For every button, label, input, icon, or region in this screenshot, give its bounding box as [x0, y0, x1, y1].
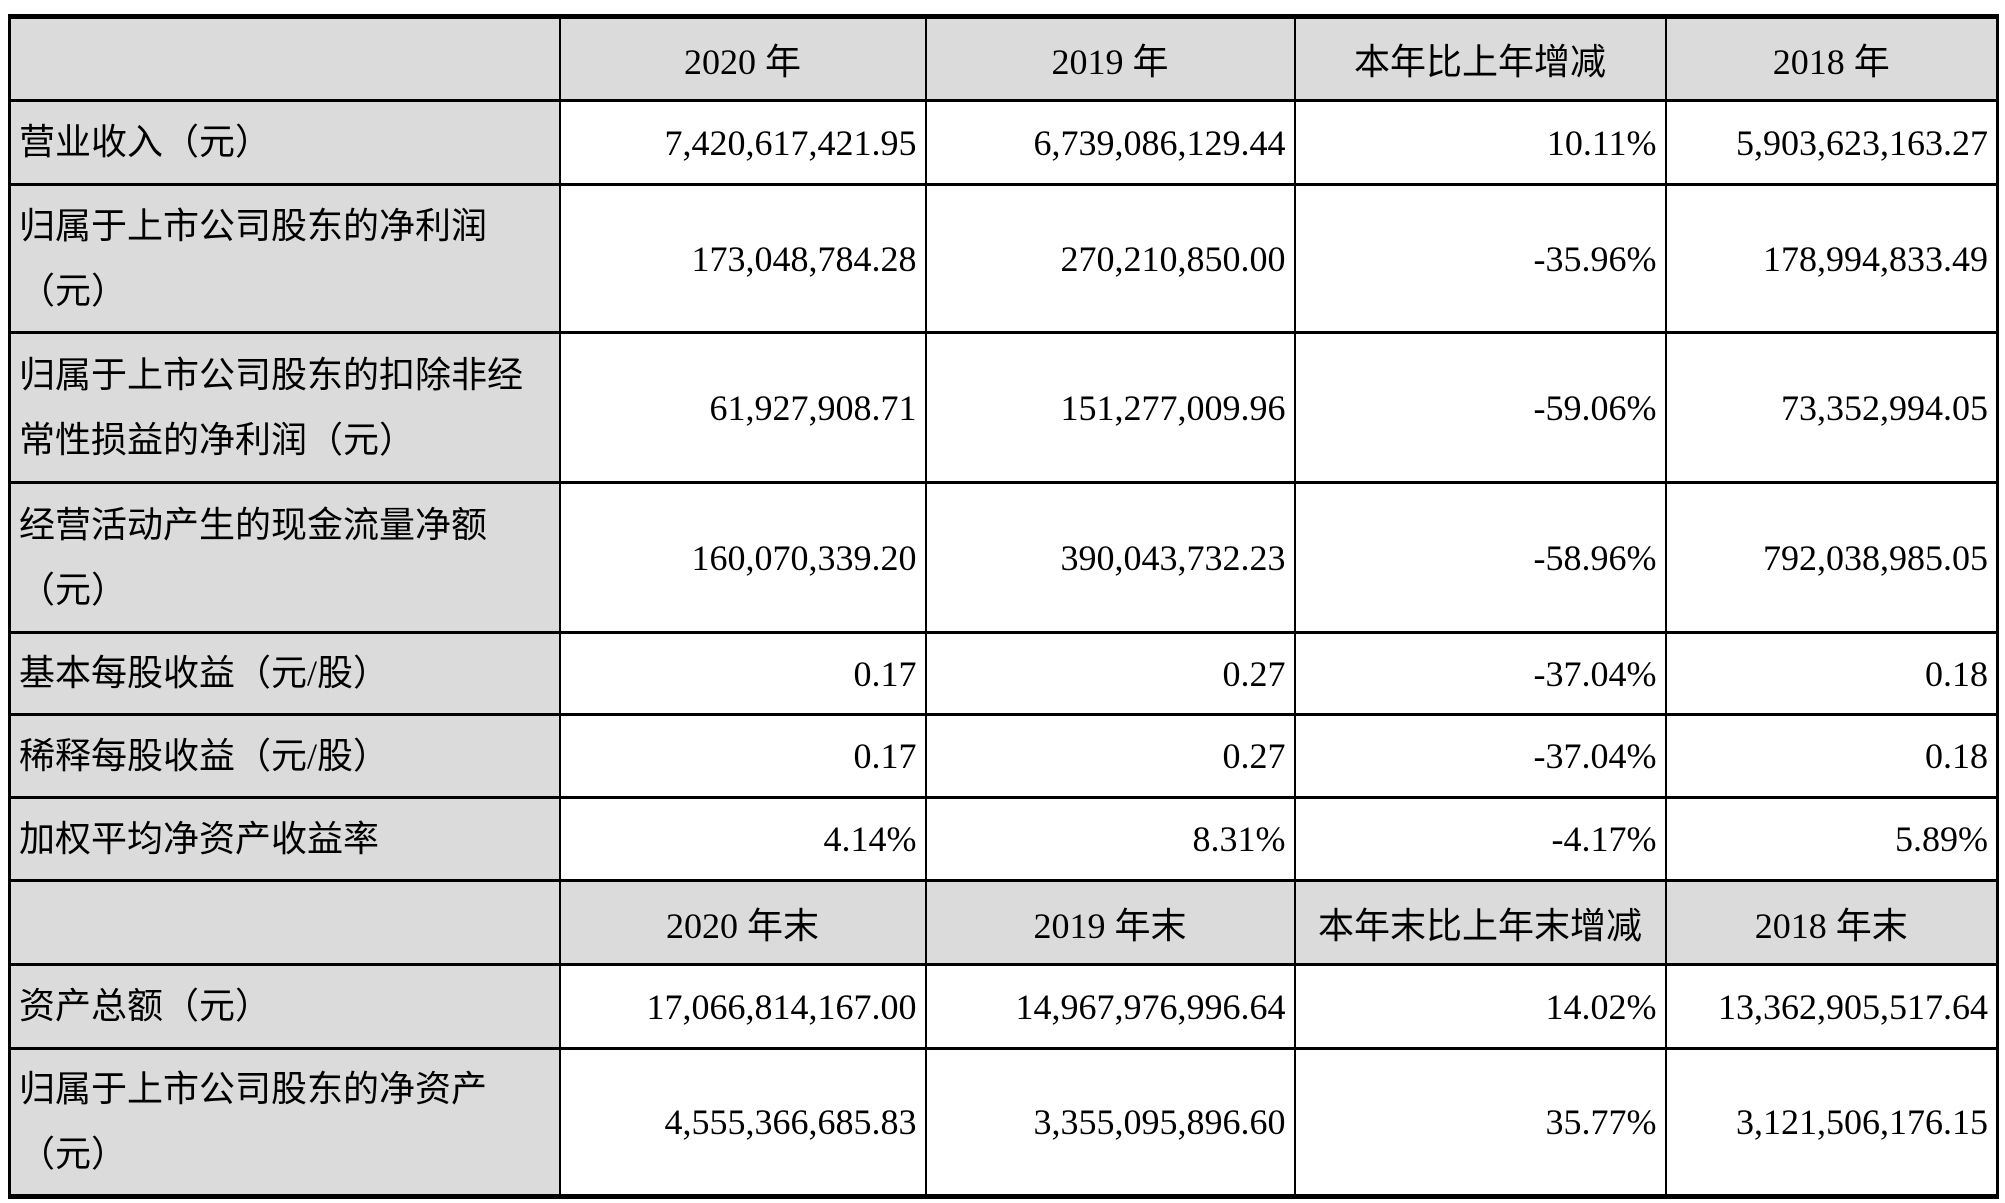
table-row-net-assets: 归属于上市公司股东的净资产（元） 4,555,366,685.83 3,355,… [8, 1047, 1999, 1198]
header-cell-2019-end: 2019 年末 [924, 879, 1296, 966]
value-cell-2018: 5,903,623,163.27 [1664, 99, 1999, 186]
value-cell-2019: 390,043,732.23 [924, 481, 1296, 634]
value-cell-2019: 6,739,086,129.44 [924, 99, 1296, 186]
table-row-basic-eps: 基本每股收益（元/股） 0.17 0.27 -37.04% 0.18 [8, 631, 1999, 716]
row-label-cell: 归属于上市公司股东的扣除非经常性损益的净利润（元） [8, 331, 561, 484]
value-cell-2020: 0.17 [558, 713, 927, 799]
value-cell-2018: 0.18 [1664, 713, 1999, 799]
value-cell-2020: 61,927,908.71 [558, 331, 927, 484]
financial-summary-table: 2020 年 2019 年 本年比上年增减 2018 年 营业收入（元） 7,4… [8, 14, 1999, 1199]
header-cell-2019: 2019 年 [924, 15, 1296, 102]
table-row-diluted-eps: 稀释每股收益（元/股） 0.17 0.27 -37.04% 0.18 [8, 713, 1999, 799]
row-label-cell: 加权平均净资产收益率 [8, 796, 561, 882]
table-row-total-assets: 资产总额（元） 17,066,814,167.00 14,967,976,996… [8, 963, 1999, 1050]
row-label-cell: 归属于上市公司股东的净资产（元） [8, 1047, 561, 1198]
header-cell-2018: 2018 年 [1664, 15, 1999, 102]
value-cell-change: 10.11% [1293, 99, 1667, 186]
value-cell-2018: 178,994,833.49 [1664, 183, 1999, 334]
value-cell-2020: 4.14% [558, 796, 927, 882]
value-cell-change: -59.06% [1293, 331, 1667, 484]
value-cell-2018: 792,038,985.05 [1664, 481, 1999, 634]
value-cell-change: 35.77% [1293, 1047, 1667, 1198]
value-cell-change: -35.96% [1293, 183, 1667, 334]
value-cell-2019: 270,210,850.00 [924, 183, 1296, 334]
value-cell-2019: 0.27 [924, 713, 1296, 799]
value-cell-change: -58.96% [1293, 481, 1667, 634]
table-row-weighted-avg-roe: 加权平均净资产收益率 4.14% 8.31% -4.17% 5.89% [8, 796, 1999, 882]
value-cell-change: -4.17% [1293, 796, 1667, 882]
value-cell-2018: 3,121,506,176.15 [1664, 1047, 1999, 1198]
row-label-cell: 营业收入（元） [8, 99, 561, 186]
header-cell-2018-end: 2018 年末 [1664, 879, 1999, 966]
value-cell-2018: 13,362,905,517.64 [1664, 963, 1999, 1050]
value-cell-2019: 151,277,009.96 [924, 331, 1296, 484]
value-cell-2019: 0.27 [924, 631, 1296, 716]
header-cell-2020: 2020 年 [558, 15, 927, 102]
row-label-cell: 经营活动产生的现金流量净额（元） [8, 481, 561, 634]
header-cell-year-end-change: 本年末比上年末增减 [1293, 879, 1667, 966]
table-row-net-profit-excl-nonrecurring: 归属于上市公司股东的扣除非经常性损益的净利润（元） 61,927,908.71 … [8, 331, 1999, 484]
row-label-cell: 基本每股收益（元/股） [8, 631, 561, 716]
row-label-cell: 资产总额（元） [8, 963, 561, 1050]
value-cell-2018: 0.18 [1664, 631, 1999, 716]
value-cell-2020: 0.17 [558, 631, 927, 716]
table-row-revenue: 营业收入（元） 7,420,617,421.95 6,739,086,129.4… [8, 99, 1999, 186]
value-cell-2019: 3,355,095,896.60 [924, 1047, 1296, 1198]
header-cell-2020-end: 2020 年末 [558, 879, 927, 966]
row-label-cell: 稀释每股收益（元/股） [8, 713, 561, 799]
value-cell-change: 14.02% [1293, 963, 1667, 1050]
value-cell-2019: 8.31% [924, 796, 1296, 882]
value-cell-2020: 17,066,814,167.00 [558, 963, 927, 1050]
value-cell-2020: 7,420,617,421.95 [558, 99, 927, 186]
header-cell-yoy-change: 本年比上年增减 [1293, 15, 1667, 102]
value-cell-2018: 5.89% [1664, 796, 1999, 882]
table-row-net-profit: 归属于上市公司股东的净利润（元） 173,048,784.28 270,210,… [8, 183, 1999, 334]
value-cell-change: -37.04% [1293, 713, 1667, 799]
row-label-cell: 归属于上市公司股东的净利润（元） [8, 183, 561, 334]
value-cell-2018: 73,352,994.05 [1664, 331, 1999, 484]
table-header-row-annual: 2020 年 2019 年 本年比上年增减 2018 年 [8, 15, 1999, 102]
table-row-operating-cash-flow: 经营活动产生的现金流量净额（元） 160,070,339.20 390,043,… [8, 481, 1999, 634]
header-blank-cell [8, 15, 561, 102]
table-header-row-year-end: 2020 年末 2019 年末 本年末比上年末增减 2018 年末 [8, 879, 1999, 966]
value-cell-2020: 160,070,339.20 [558, 481, 927, 634]
value-cell-2020: 4,555,366,685.83 [558, 1047, 927, 1198]
header-blank-cell [8, 879, 561, 966]
value-cell-2019: 14,967,976,996.64 [924, 963, 1296, 1050]
value-cell-2020: 173,048,784.28 [558, 183, 927, 334]
value-cell-change: -37.04% [1293, 631, 1667, 716]
